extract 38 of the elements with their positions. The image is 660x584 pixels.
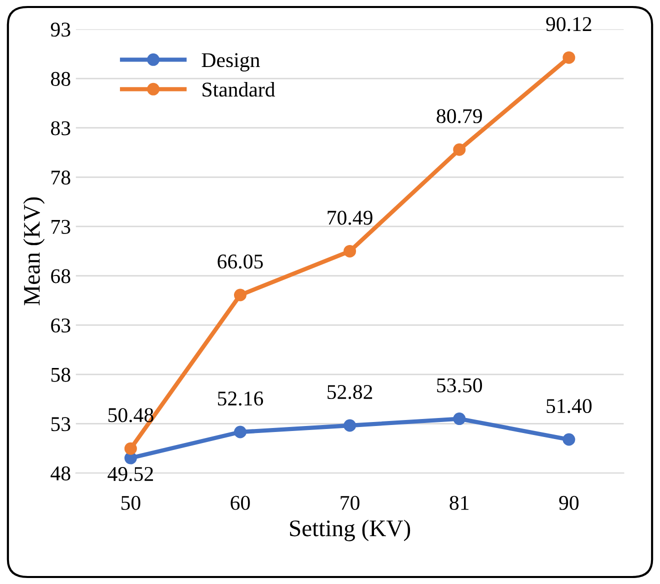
point bbox=[234, 426, 246, 438]
data-label: 52.16 bbox=[218, 392, 264, 406]
x-axis-title: Setting (KV) bbox=[290, 520, 410, 542]
point bbox=[453, 412, 466, 426]
data-label: 49.52 bbox=[108, 467, 153, 482]
point bbox=[344, 419, 356, 432]
data-label: 70.49 bbox=[328, 210, 372, 225]
y-tick-label: 73 bbox=[52, 220, 70, 234]
data-label: 50.48 bbox=[108, 408, 154, 422]
data-label: 80.79 bbox=[436, 109, 482, 124]
y-tick-label: 88 bbox=[51, 72, 70, 86]
y-tick-label: 53 bbox=[51, 417, 70, 432]
y-tick-label: 48 bbox=[50, 466, 70, 480]
x-tick-label: 50 bbox=[121, 496, 140, 510]
y-tick-label: 68 bbox=[51, 269, 70, 284]
x-tick-label: 90 bbox=[559, 496, 579, 510]
data-label: 52.82 bbox=[328, 384, 372, 400]
legend-label: Design bbox=[202, 53, 260, 72]
y-tick-label: 78 bbox=[52, 170, 70, 185]
data-label: 51.40 bbox=[546, 398, 592, 414]
y-tick-label: 83 bbox=[51, 121, 70, 136]
data-label: 66.05 bbox=[218, 254, 263, 269]
y-tick-label: 93 bbox=[50, 22, 70, 37]
point bbox=[234, 288, 246, 302]
point bbox=[562, 433, 576, 446]
x-tick-label: 60 bbox=[230, 496, 250, 510]
data-label: 90.12 bbox=[546, 17, 592, 32]
x-tick-label: 81 bbox=[450, 496, 469, 510]
y-tick-label: 63 bbox=[51, 318, 70, 333]
point bbox=[562, 51, 576, 64]
y-axis-title: Mean (KV) bbox=[23, 197, 45, 306]
legend-label: Standard bbox=[202, 82, 276, 97]
x-tick-label: 70 bbox=[340, 496, 360, 510]
point bbox=[344, 244, 356, 258]
point bbox=[453, 143, 466, 156]
y-tick-label: 58 bbox=[51, 368, 70, 382]
point bbox=[124, 442, 137, 455]
data-label: 53.50 bbox=[437, 378, 482, 392]
